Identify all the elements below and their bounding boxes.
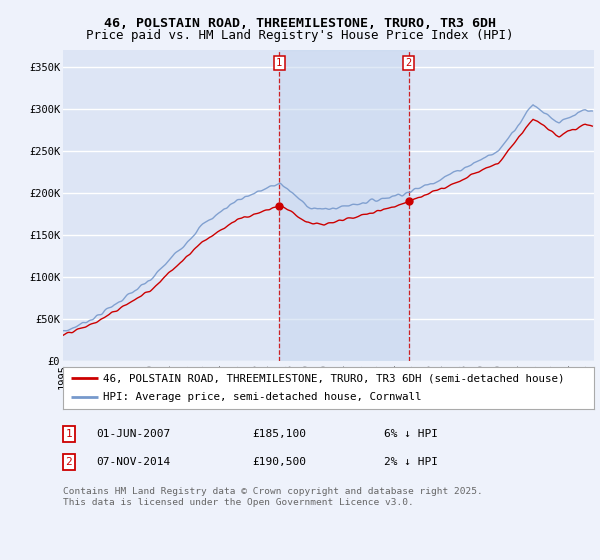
Text: 2% ↓ HPI: 2% ↓ HPI — [384, 457, 438, 467]
Text: 07-NOV-2014: 07-NOV-2014 — [96, 457, 170, 467]
Text: HPI: Average price, semi-detached house, Cornwall: HPI: Average price, semi-detached house,… — [103, 393, 421, 403]
Text: 6% ↓ HPI: 6% ↓ HPI — [384, 429, 438, 439]
Text: £185,100: £185,100 — [252, 429, 306, 439]
Text: 01-JUN-2007: 01-JUN-2007 — [96, 429, 170, 439]
Text: 46, POLSTAIN ROAD, THREEMILESTONE, TRURO, TR3 6DH: 46, POLSTAIN ROAD, THREEMILESTONE, TRURO… — [104, 17, 496, 30]
Text: 46, POLSTAIN ROAD, THREEMILESTONE, TRURO, TR3 6DH (semi-detached house): 46, POLSTAIN ROAD, THREEMILESTONE, TRURO… — [103, 373, 565, 383]
Text: £190,500: £190,500 — [252, 457, 306, 467]
Text: 2: 2 — [406, 58, 412, 68]
Text: Price paid vs. HM Land Registry's House Price Index (HPI): Price paid vs. HM Land Registry's House … — [86, 29, 514, 42]
Text: 2: 2 — [65, 457, 73, 467]
Text: 1: 1 — [276, 58, 283, 68]
Text: Contains HM Land Registry data © Crown copyright and database right 2025.
This d: Contains HM Land Registry data © Crown c… — [63, 487, 483, 507]
Text: 1: 1 — [65, 429, 73, 439]
Bar — [279, 50, 409, 361]
